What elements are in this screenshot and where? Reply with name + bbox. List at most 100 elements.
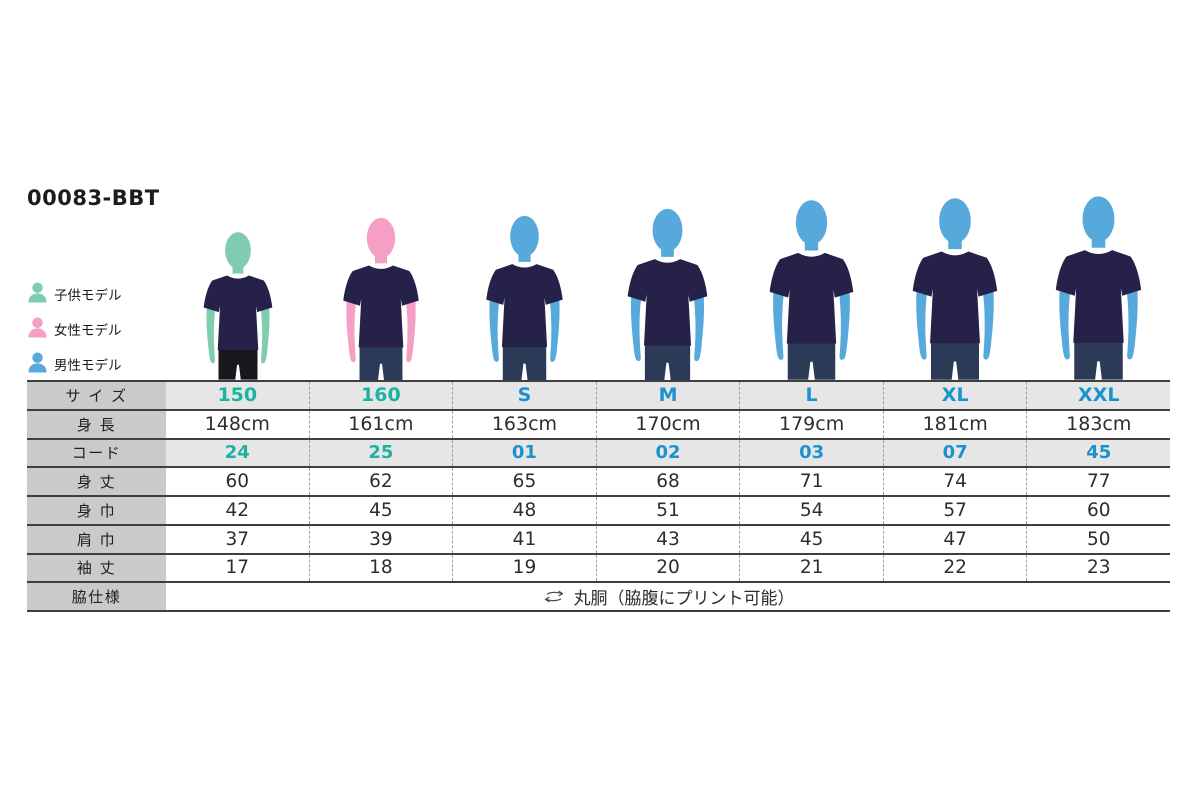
left-arm	[916, 289, 927, 360]
left-arm	[206, 306, 216, 364]
table-row-code: コード 24 25 01 02 03 07 45	[27, 437, 1171, 467]
left-arm	[631, 294, 642, 362]
model-slot-M	[596, 188, 739, 380]
pants	[359, 344, 403, 380]
row-label-model-height: 身 長	[27, 410, 166, 438]
body-length-cell: 77	[1026, 468, 1170, 495]
size-value-cell: 160	[308, 382, 453, 409]
tshirt	[203, 275, 273, 350]
right-arm	[982, 289, 994, 360]
model-slot-XL	[883, 188, 1026, 380]
size-value-cell: XXL	[1026, 382, 1171, 409]
shoulder-width-cell: 47	[882, 525, 1027, 553]
male-model-figure-L	[764, 199, 859, 380]
left-arm	[346, 299, 357, 363]
tshirt	[486, 264, 563, 347]
row-label-sleeve-length: 袖 丈	[27, 554, 166, 582]
model-height-cell: 161cm	[308, 410, 453, 438]
legend-item-male: 男性モデル	[28, 347, 122, 374]
body-length-cell: 65	[452, 468, 596, 495]
tshirt	[628, 259, 708, 346]
pants	[218, 347, 258, 380]
sleeve-length-cell: 18	[308, 554, 453, 582]
head	[938, 198, 971, 244]
side-spec-text: 丸胴（脇腹にプリント可能）	[573, 589, 795, 610]
head	[653, 208, 683, 252]
shoulder-width-cell: 39	[308, 525, 453, 553]
model-slot-160	[309, 188, 452, 380]
shoulder-width-cell: 43	[595, 525, 740, 553]
size-value-cell: M	[595, 382, 740, 409]
male-model-figure-XXL	[1050, 195, 1147, 380]
legend-label-male: 男性モデル	[54, 358, 122, 375]
code-cell: 24	[166, 439, 309, 467]
tshirt	[343, 265, 419, 348]
body-width-cell: 45	[308, 497, 453, 524]
head	[510, 215, 539, 257]
pants	[787, 340, 836, 380]
model-slot-L	[740, 188, 883, 380]
table-row-side-spec: 脇仕様 丸胴（脇腹にプリント可能）	[27, 581, 1170, 610]
shoulder-width-cell: 50	[1026, 525, 1170, 553]
row-label-shoulder-width: 肩 巾	[27, 525, 166, 553]
model-height-cell: 148cm	[204, 413, 270, 436]
shoulder-width-cell: 41	[452, 525, 596, 553]
sleeve-length-cell: 17	[225, 557, 250, 579]
code-cell: 07	[882, 439, 1027, 467]
size-value-cell: XL	[882, 382, 1027, 409]
row-label-side-spec: 脇仕様	[27, 583, 166, 610]
model-legend: 子供モデル 女性モデル 男性モデル	[28, 277, 122, 374]
row-label-body-length: 身 丈	[27, 468, 166, 495]
left-arm	[773, 290, 784, 360]
model-figures	[166, 188, 1170, 380]
model-slot-XXL	[1027, 188, 1170, 380]
pants	[502, 344, 547, 380]
pants	[1073, 339, 1123, 380]
sleeve-length-cell: 23	[1026, 554, 1170, 582]
body-width-cell: 51	[595, 497, 740, 524]
left-arm	[1059, 288, 1071, 360]
body-length-cell: 60	[225, 471, 250, 493]
legend-label-female: 女性モデル	[54, 323, 122, 340]
right-arm	[260, 306, 270, 364]
left-arm	[489, 298, 500, 362]
body-width-cell: 48	[452, 497, 596, 524]
shoulder-width-cell: 45	[739, 525, 883, 553]
body-length-cell: 68	[595, 468, 740, 495]
model-slot-150	[166, 188, 309, 380]
row-label-code: コード	[27, 439, 166, 467]
table-row-sleeve-length: 袖 丈 17 18 19 20 21 22 23	[27, 552, 1170, 582]
row-label-size: サ イ ズ	[27, 382, 166, 409]
sleeve-length-cell: 22	[882, 554, 1027, 582]
tshirt	[769, 252, 854, 344]
sleeve-length-cell: 19	[452, 554, 596, 582]
model-height-cell: 179cm	[739, 410, 883, 438]
legend-item-female: 女性モデル	[28, 312, 122, 339]
pants	[930, 340, 979, 380]
pants	[645, 342, 691, 380]
code-cell: 03	[739, 439, 883, 467]
size-value-cell: 150	[166, 382, 309, 409]
right-arm	[549, 298, 560, 362]
child-model-icon	[28, 282, 47, 303]
table-row-model-height: 身 長 148cm 161cm 163cm 170cm 179cm 181cm …	[27, 408, 1170, 438]
male-model-figure-XL	[907, 197, 1003, 380]
right-arm	[1126, 288, 1138, 360]
model-slot-S	[453, 188, 596, 380]
male-model-figure-M	[622, 208, 713, 380]
body-width-cell: 54	[739, 497, 883, 524]
sleeve-length-cell: 21	[739, 554, 883, 582]
size-spec-table: サ イ ズ 150 160 S M L XL XXL 身 長 148cm 161…	[27, 380, 1171, 612]
child-model-figure-150	[199, 231, 277, 380]
right-arm	[694, 294, 705, 362]
code-cell: 25	[308, 439, 453, 467]
size-value-cell: S	[452, 382, 596, 409]
body-width-cell: 42	[225, 499, 250, 521]
female-model-icon	[28, 317, 47, 338]
tshirt	[912, 251, 998, 344]
body-length-cell: 62	[308, 468, 453, 495]
table-row-body-length: 身 丈 60 62 65 68 71 74 77	[27, 466, 1170, 495]
row-label-body-width: 身 巾	[27, 497, 166, 524]
table-row-body-width: 身 巾 42 45 48 51 54 57 60	[27, 495, 1170, 524]
legend-label-child: 子供モデル	[54, 288, 122, 305]
